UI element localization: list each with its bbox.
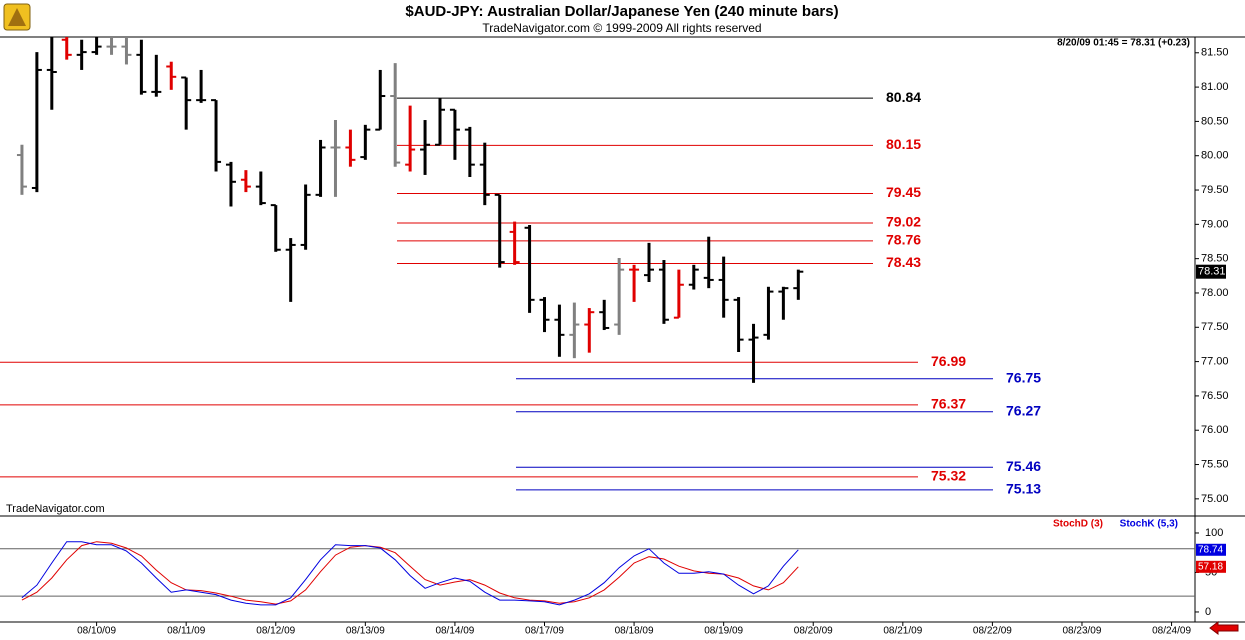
y-tick-label: 76.00 (1201, 424, 1229, 436)
y-tick-label: 78.50 (1201, 253, 1229, 265)
x-tick-label: 08/23/09 (1063, 626, 1102, 637)
level-label: 76.99 (931, 353, 966, 369)
y-tick-label: 81.50 (1201, 47, 1229, 59)
price-info: 8/20/09 01:45 = 78.31 (+0.23) (1057, 38, 1190, 49)
x-tick-label: 08/21/09 (883, 626, 922, 637)
y-tick-label: 79.00 (1201, 218, 1229, 230)
level-label: 79.45 (886, 184, 921, 200)
y-tick-label: 81.00 (1201, 81, 1229, 93)
level-label: 76.75 (1006, 369, 1041, 385)
y-tick-label: 77.00 (1201, 356, 1229, 368)
value-box (1196, 560, 1226, 573)
last-price-box (1196, 264, 1226, 279)
x-tick-label: 08/11/09 (167, 626, 206, 637)
level-label: 79.02 (886, 214, 921, 230)
value-box-label: 78.74 (1198, 544, 1223, 555)
x-tick-label: 08/10/09 (77, 626, 116, 637)
level-label: 78.76 (886, 232, 921, 248)
y-tick-label: 79.50 (1201, 184, 1229, 196)
level-label: 76.37 (931, 396, 966, 412)
y-tick-label: 0 (1205, 606, 1211, 618)
last-price-label: 78.31 (1198, 266, 1226, 278)
y-tick-label: 100 (1205, 527, 1223, 539)
x-tick-label: 08/24/09 (1152, 626, 1191, 637)
logo (3, 3, 31, 31)
watermark: TradeNavigator.com (6, 503, 105, 515)
level-label: 75.13 (1006, 481, 1041, 497)
x-tick-label: 08/19/09 (704, 626, 743, 637)
y-tick-label: 75.50 (1201, 458, 1229, 470)
y-tick-label: 78.00 (1201, 287, 1229, 299)
stoch-line (21, 541, 799, 606)
chart-subtitle: TradeNavigator.com © 1999-2009 All right… (482, 21, 761, 35)
y-tick-label: 80.50 (1201, 115, 1229, 127)
y-tick-label: 76.50 (1201, 390, 1229, 402)
x-tick-label: 08/20/09 (794, 626, 833, 637)
y-tick-label: 75.00 (1201, 493, 1229, 505)
value-box (1196, 543, 1226, 556)
level-label: 80.84 (886, 89, 921, 105)
stoch-line (21, 541, 799, 605)
x-tick-label: 08/14/09 (435, 626, 474, 637)
scroll-arrow[interactable] (1209, 621, 1239, 635)
x-tick-label: 08/12/09 (256, 626, 295, 637)
chart-title: $AUD-JPY: Australian Dollar/Japanese Yen… (405, 3, 838, 20)
level-label: 76.27 (1006, 402, 1041, 418)
value-box-label: 57.18 (1198, 561, 1223, 572)
y-tick-label: 77.50 (1201, 321, 1229, 333)
level-label: 78.43 (886, 254, 921, 270)
legend-entry: StochK (5,3) (1120, 519, 1178, 530)
x-tick-label: 08/13/09 (346, 626, 385, 637)
x-tick-label: 08/17/09 (525, 626, 564, 637)
level-label: 80.15 (886, 136, 921, 152)
y-tick-label: 80.00 (1201, 150, 1229, 162)
level-label: 75.46 (1006, 458, 1041, 474)
x-tick-label: 08/18/09 (615, 626, 654, 637)
legend-entry: StochD (3) (1053, 519, 1103, 530)
x-tick-label: 08/22/09 (973, 626, 1012, 637)
level-label: 75.32 (931, 468, 966, 484)
